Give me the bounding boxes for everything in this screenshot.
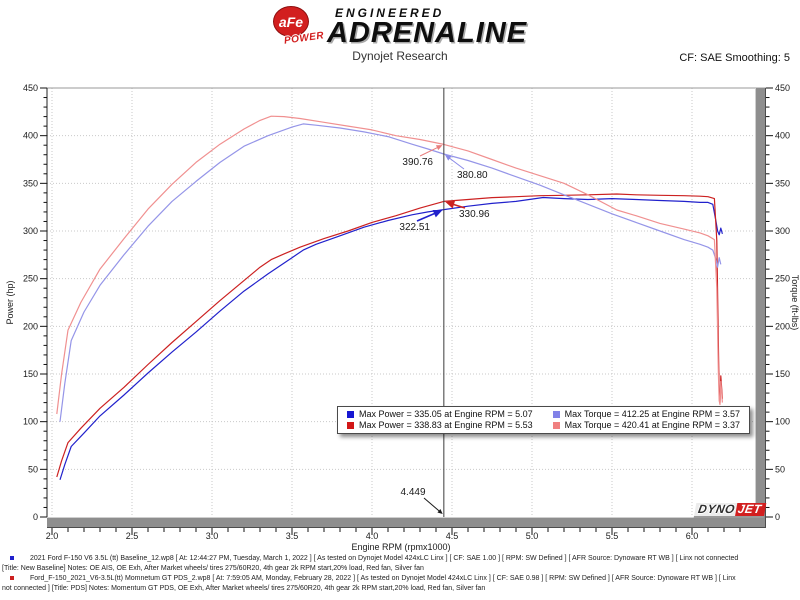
afe-logo-text: aFe <box>278 13 303 30</box>
dynojet-logo-dyno: DYNO <box>694 502 737 516</box>
legend-item: Max Torque = 412.25 at Engine RPM = 3.57 <box>552 409 741 419</box>
footnote-line: [Title: New Baseline] Notes: OE AIS, OE … <box>2 564 424 572</box>
annotation-arrow-line <box>419 145 441 157</box>
footnote-baseline-run: 2021 Ford F-150 V6 3.5L (tt) Baseline_12… <box>0 554 800 573</box>
series-pds-torque <box>56 115 723 415</box>
chart-title: Dynojet Research <box>352 49 448 63</box>
legend-swatch <box>347 421 354 429</box>
x-tick-label: 5.5 <box>606 531 619 541</box>
x-tick-label: 3.0 <box>206 531 219 541</box>
series-baseline-power <box>59 196 723 480</box>
y-tick-label-left: 400 <box>23 131 38 141</box>
y-axis-title-right: Torque (ft-lbs) <box>790 275 800 331</box>
y-tick-label-right: 50 <box>775 464 785 474</box>
y-tick-label-right: 150 <box>775 369 790 379</box>
dyno-chart: 2.0 2.5 3.0 3.5 4.0 4.5 5.0 5.5 6.0 Engine RPM (r… <box>0 78 800 556</box>
legend-text: Max Power = 338.83 at Engine RPM = 5.53 <box>359 420 533 430</box>
legend-text: Max Torque = 412.25 at Engine RPM = 3.57 <box>564 409 741 419</box>
annotation-arrow-line <box>423 497 442 513</box>
x-tick-label: 6.0 <box>686 531 699 541</box>
chart-canvas: 2.0 2.5 3.0 3.5 4.0 4.5 5.0 5.5 6.0 Engine RPM (r… <box>5 83 800 552</box>
y-tick-label-right: 200 <box>775 321 790 331</box>
y-tick-label-left: 200 <box>23 321 38 331</box>
annotation-4.449: 4.449 <box>400 487 425 498</box>
logo-engineered-text: ENGINEERED <box>334 6 445 20</box>
dynojet-logo: DYNO JET <box>693 502 767 518</box>
series-baseline-torque <box>59 123 722 422</box>
y-tick-label-left: 350 <box>23 178 38 188</box>
annotation-390.76: 390.76 <box>402 157 433 168</box>
y-tick-label-right: 300 <box>775 226 790 236</box>
annotation-arrow-head <box>432 209 443 218</box>
x-tick-label: 4.5 <box>446 531 459 541</box>
legend-item: Max Power = 335.05 at Engine RPM = 5.07 <box>347 409 533 419</box>
x-axis-band <box>47 517 766 528</box>
legend-text: Max Torque = 420.41 at Engine RPM = 3.37 <box>564 420 741 430</box>
x-tick-label: 4.0 <box>366 531 379 541</box>
right-axis-band <box>755 88 766 528</box>
run-color-bullet <box>10 576 14 580</box>
run-footnotes: 2021 Ford F-150 V6 3.5L (tt) Baseline_12… <box>0 554 800 594</box>
run-color-bullet <box>10 556 14 560</box>
annotation-arrow-head <box>445 154 452 161</box>
y-tick-label-left: 450 <box>23 83 38 93</box>
x-tick-label: 2.5 <box>126 531 139 541</box>
y-tick-label-right: 400 <box>775 131 790 141</box>
annotation-arrow-head <box>445 200 456 209</box>
legend-swatch <box>552 421 560 429</box>
annotation-322.51: 322.51 <box>399 222 430 233</box>
afe-power-logo: aFe POWER <box>272 6 325 47</box>
y-tick-label-left: 300 <box>23 226 38 236</box>
annotation-380.80: 380.80 <box>457 170 488 181</box>
header: aFe POWER ENGINEERED ADRENALINE Dynojet … <box>0 6 800 63</box>
y-tick-label-right: 0 <box>775 512 780 522</box>
footnote-pds-run: Ford_F-150_2021_V6-3.5L(tt) Momnetum GT … <box>0 574 800 593</box>
legend-swatch <box>552 410 560 418</box>
footnote-line: 2021 Ford F-150 V6 3.5L (tt) Baseline_12… <box>30 555 739 562</box>
y-tick-label-left: 0 <box>33 512 38 522</box>
annotation-arrow-head <box>437 509 443 515</box>
annotation-330.96: 330.96 <box>459 209 490 220</box>
y-tick-label-right: 350 <box>775 178 790 188</box>
y-tick-label-left: 250 <box>23 274 38 284</box>
footnote-line: Ford_F-150_2021_V6-3.5L(tt) Momnetum GT … <box>30 575 736 582</box>
y-tick-label-left: 50 <box>28 464 38 474</box>
y-axis-title-left: Power (hp) <box>5 280 15 324</box>
dynojet-logo-jet: JET <box>734 502 767 516</box>
legend-swatch <box>347 410 354 418</box>
legend-item: Max Torque = 420.41 at Engine RPM = 3.37 <box>552 420 741 430</box>
chart-legend: Max Power = 335.05 at Engine RPM = 5.07 M… <box>337 406 751 434</box>
y-tick-label-right: 450 <box>775 83 790 93</box>
smoothing-label: CF: SAE Smoothing: 5 <box>679 52 790 64</box>
x-axis-title: Engine RPM (rpmx1000) <box>351 542 450 552</box>
legend-text: Max Power = 335.05 at Engine RPM = 5.07 <box>359 409 533 419</box>
x-tick-label: 3.5 <box>286 531 299 541</box>
logo-adrenaline-text: ADRENALINE <box>326 17 528 49</box>
y-tick-label-left: 150 <box>23 369 38 379</box>
y-tick-label-right: 100 <box>775 417 790 427</box>
x-tick-label: 5.0 <box>526 531 539 541</box>
y-tick-label-right: 250 <box>775 274 790 284</box>
y-tick-label-left: 100 <box>23 417 38 427</box>
footnote-line: not connected ] [Title: PDS] Notes: Mome… <box>2 584 486 592</box>
legend-item: Max Power = 338.83 at Engine RPM = 5.53 <box>347 420 533 430</box>
series-pds-power <box>56 193 723 478</box>
annotation-arrow-head <box>435 145 443 151</box>
afe-logo-badge: aFe <box>272 6 309 37</box>
x-tick-label: 2.0 <box>46 531 59 541</box>
annotation-arrow-line <box>447 156 465 170</box>
